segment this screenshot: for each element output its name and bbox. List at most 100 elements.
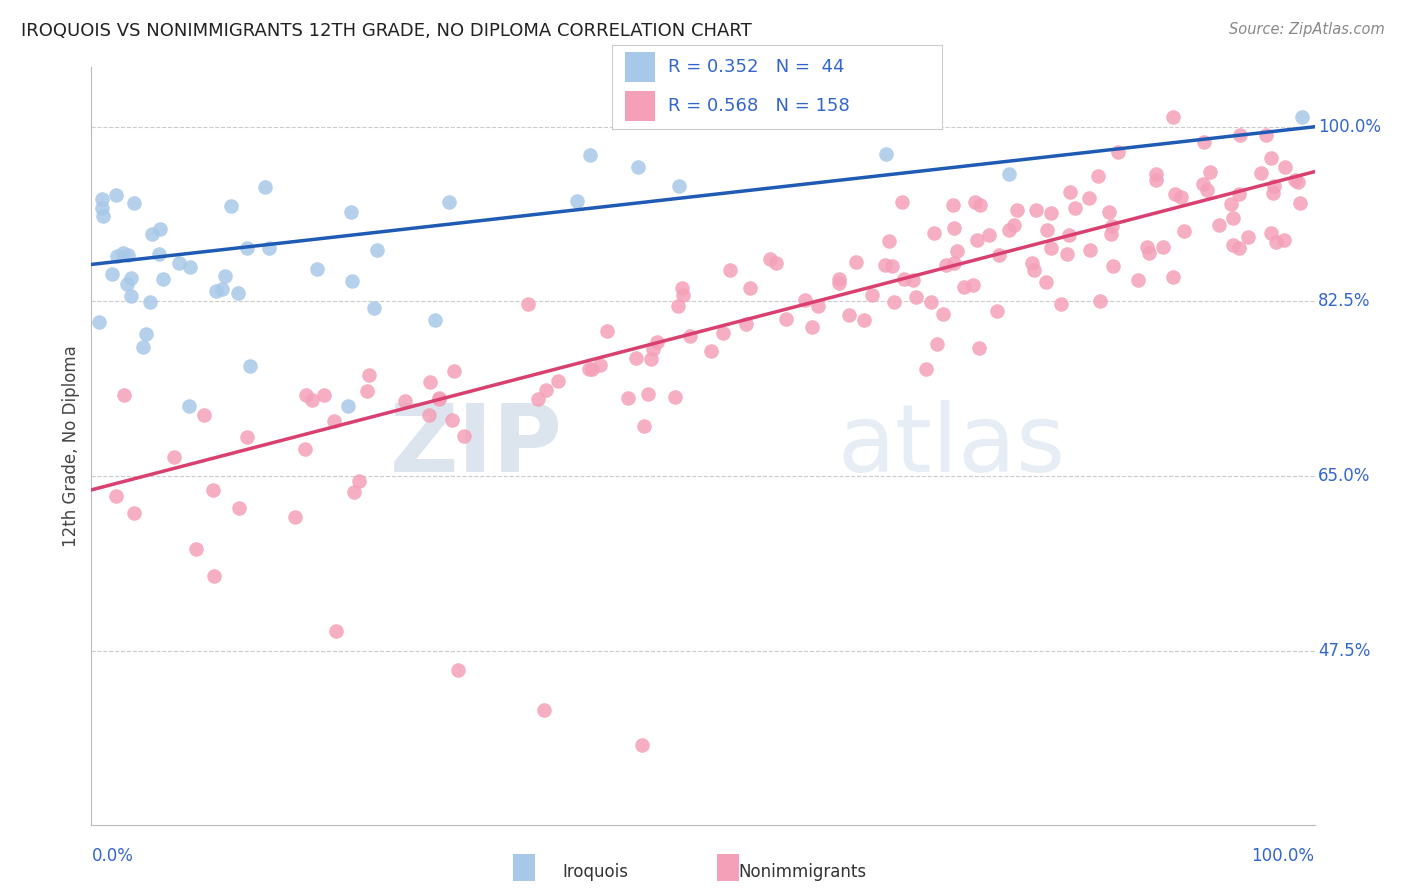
- Point: [699, 343, 721, 358]
- Point: [765, 255, 787, 269]
- Point: [633, 418, 655, 433]
- Point: [1291, 110, 1313, 124]
- Point: [1192, 178, 1215, 192]
- Point: [943, 256, 966, 270]
- Point: [579, 148, 602, 162]
- Point: [1261, 186, 1284, 200]
- Point: [1035, 275, 1057, 289]
- Point: [363, 301, 385, 316]
- Point: [1161, 270, 1184, 285]
- Point: [259, 241, 281, 255]
- Point: [904, 290, 927, 304]
- Point: [711, 326, 734, 340]
- Point: [347, 474, 370, 488]
- Point: [117, 248, 139, 262]
- Point: [1222, 238, 1244, 252]
- Point: [322, 414, 344, 428]
- Point: [668, 178, 690, 193]
- Point: [1286, 175, 1309, 189]
- Point: [135, 327, 157, 342]
- Point: [718, 263, 741, 277]
- Point: [738, 281, 761, 295]
- Point: [807, 299, 830, 313]
- Point: [104, 489, 127, 503]
- Point: [453, 429, 475, 443]
- Bar: [624, 91, 655, 120]
- Point: [122, 506, 145, 520]
- Point: [1164, 187, 1187, 202]
- Point: [883, 295, 905, 310]
- Point: [1101, 219, 1123, 233]
- Point: [875, 146, 898, 161]
- Point: [141, 227, 163, 241]
- Point: [1078, 191, 1101, 205]
- Point: [193, 409, 215, 423]
- Point: [1219, 197, 1241, 211]
- Point: [845, 255, 868, 269]
- Point: [122, 196, 145, 211]
- Point: [1057, 228, 1080, 243]
- Point: [228, 286, 250, 301]
- Point: [202, 568, 225, 582]
- Y-axis label: 12th Grade, No Diploma: 12th Grade, No Diploma: [62, 345, 80, 547]
- Point: [427, 392, 450, 406]
- Point: [149, 221, 172, 235]
- Point: [1272, 233, 1295, 247]
- Point: [1289, 195, 1312, 210]
- Text: R = 0.568   N = 158: R = 0.568 N = 158: [668, 96, 849, 114]
- Point: [89, 315, 111, 329]
- Point: [935, 258, 957, 272]
- Point: [340, 204, 363, 219]
- Point: [356, 384, 378, 399]
- Point: [1098, 205, 1121, 219]
- Point: [966, 233, 988, 247]
- Point: [616, 391, 638, 405]
- Point: [920, 294, 942, 309]
- Bar: [624, 53, 655, 82]
- Point: [759, 252, 782, 267]
- Point: [914, 362, 936, 376]
- Point: [1040, 206, 1063, 220]
- Point: [882, 259, 904, 273]
- Point: [946, 244, 969, 258]
- Point: [1107, 145, 1129, 160]
- Point: [179, 260, 201, 274]
- Point: [294, 442, 316, 457]
- Point: [1227, 241, 1250, 255]
- Point: [91, 210, 114, 224]
- Point: [1064, 201, 1087, 215]
- Point: [901, 273, 924, 287]
- Point: [962, 278, 984, 293]
- Point: [963, 194, 986, 209]
- Point: [1078, 243, 1101, 257]
- Point: [418, 409, 440, 423]
- Point: [589, 358, 612, 372]
- Point: [307, 262, 329, 277]
- Point: [1260, 151, 1282, 165]
- Text: 82.5%: 82.5%: [1319, 293, 1371, 310]
- Point: [1144, 173, 1167, 187]
- Point: [679, 329, 702, 343]
- Point: [219, 199, 242, 213]
- Text: 0.0%: 0.0%: [91, 847, 134, 865]
- Point: [890, 195, 912, 210]
- Point: [1237, 230, 1260, 244]
- Text: 47.5%: 47.5%: [1319, 641, 1371, 659]
- Point: [301, 392, 323, 407]
- Point: [1137, 245, 1160, 260]
- Point: [1260, 226, 1282, 240]
- Point: [1007, 202, 1029, 217]
- Point: [801, 320, 824, 334]
- Point: [1144, 167, 1167, 181]
- Point: [394, 393, 416, 408]
- Point: [202, 483, 225, 497]
- Text: 65.0%: 65.0%: [1319, 467, 1371, 485]
- Point: [1025, 203, 1047, 218]
- Point: [953, 279, 976, 293]
- Point: [169, 256, 191, 270]
- Point: [1039, 240, 1062, 254]
- Point: [101, 267, 124, 281]
- Text: atlas: atlas: [838, 400, 1066, 492]
- Point: [239, 359, 262, 374]
- Point: [547, 374, 569, 388]
